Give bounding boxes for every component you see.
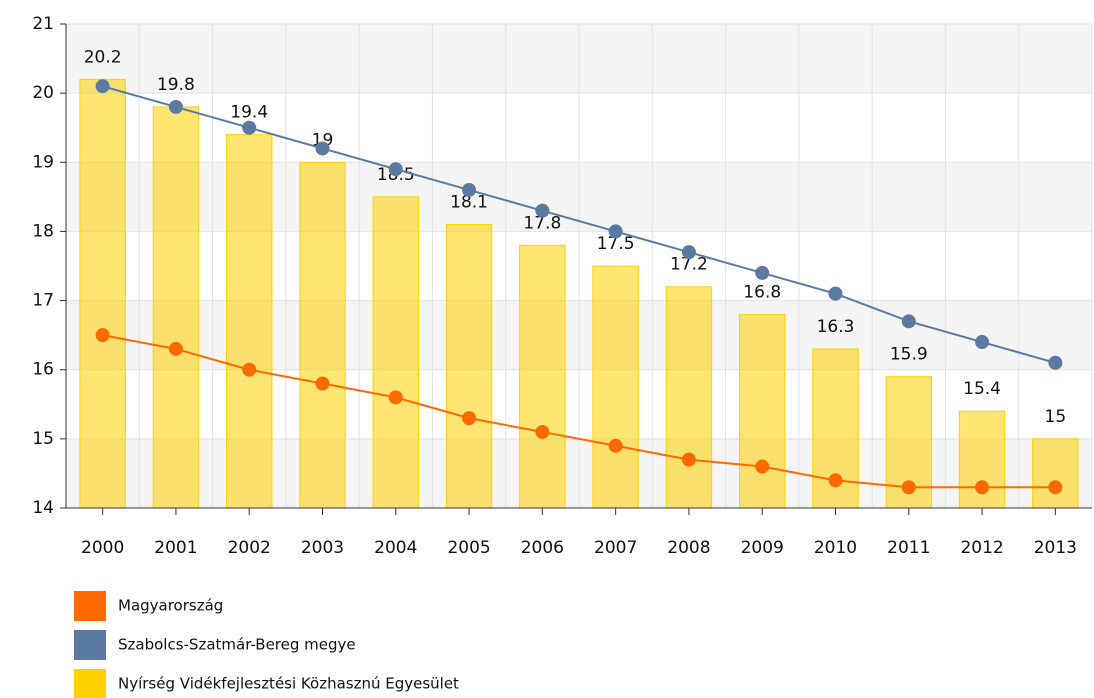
legend-label: Szabolcs-Szatmár-Bereg megye: [118, 636, 356, 654]
point: [901, 314, 916, 329]
x-tick-label: 2000: [81, 538, 124, 558]
data-label: 15: [1045, 407, 1067, 427]
point: [975, 480, 990, 495]
x-tick-label: 2001: [154, 538, 197, 558]
point: [608, 438, 623, 453]
x-tick-label: 2004: [374, 538, 417, 558]
legend-swatch[interactable]: [74, 669, 106, 698]
point: [535, 203, 550, 218]
x-tick-label: 2003: [301, 538, 344, 558]
legend-label: Magyarország: [118, 597, 223, 615]
point: [388, 390, 403, 405]
data-label: 17.2: [670, 255, 708, 275]
point: [828, 286, 843, 301]
x-tick-label: 2010: [814, 538, 857, 558]
bar: [79, 78, 126, 509]
data-label: 20.2: [84, 47, 122, 67]
bar: [592, 265, 639, 509]
y-tick-label: 18: [32, 221, 54, 241]
data-label: 15.4: [963, 379, 1001, 399]
data-label: 16.3: [817, 317, 855, 337]
y-tick-label: 20: [32, 83, 54, 103]
data-label: 19.4: [230, 103, 268, 123]
point: [462, 411, 477, 426]
point: [95, 328, 110, 343]
bar: [665, 286, 713, 509]
point: [242, 362, 257, 377]
x-tick-label: 2013: [1034, 538, 1077, 558]
point: [535, 424, 550, 439]
bar: [445, 224, 493, 509]
x-tick-label: 2011: [887, 538, 930, 558]
line: [102, 334, 1056, 489]
point: [315, 376, 330, 391]
bar: [1032, 438, 1079, 509]
point: [168, 99, 183, 114]
y-tick-label: 17: [32, 291, 54, 311]
point: [242, 120, 257, 135]
y-tick-label: 15: [32, 429, 54, 449]
point: [681, 452, 696, 467]
legend-label: Nyírség Vidékfejlesztési Közhasznú Egyes…: [118, 675, 459, 693]
point: [462, 182, 477, 197]
bar: [738, 313, 786, 509]
data-label: 16.8: [743, 282, 781, 302]
point: [1048, 480, 1063, 495]
x-tick-label: 2002: [228, 538, 271, 558]
data-label: 18.1: [450, 193, 488, 213]
line: [102, 85, 1056, 364]
bar: [225, 134, 273, 509]
x-tick-label: 2009: [741, 538, 784, 558]
point: [168, 341, 183, 356]
bar: [519, 244, 566, 509]
data-label: 15.9: [890, 345, 928, 365]
y-tick-label: 16: [32, 360, 54, 380]
bar: [299, 161, 346, 509]
point: [975, 335, 990, 350]
data-label: 17.8: [523, 213, 561, 233]
x-tick-label: 2007: [594, 538, 637, 558]
point: [755, 265, 770, 280]
y-tick-label: 14: [32, 498, 54, 518]
y-tick-label: 19: [32, 152, 54, 172]
bar: [372, 196, 420, 509]
bar: [152, 106, 200, 509]
y-tick-label: 21: [32, 14, 54, 34]
legend-swatch[interactable]: [74, 591, 106, 621]
x-tick-label: 2012: [960, 538, 1003, 558]
data-label: 19.8: [157, 75, 195, 95]
point: [608, 224, 623, 239]
data-label: 17.5: [597, 234, 635, 254]
x-tick-label: 2006: [521, 538, 564, 558]
x-tick-label: 2005: [447, 538, 490, 558]
point: [388, 162, 403, 177]
point: [755, 459, 770, 474]
x-tick-label: 2008: [667, 538, 710, 558]
point: [901, 480, 916, 495]
point: [828, 473, 843, 488]
point: [681, 245, 696, 260]
legend-swatch[interactable]: [74, 630, 106, 660]
point: [1048, 355, 1063, 370]
point: [315, 141, 330, 156]
point: [95, 79, 110, 94]
